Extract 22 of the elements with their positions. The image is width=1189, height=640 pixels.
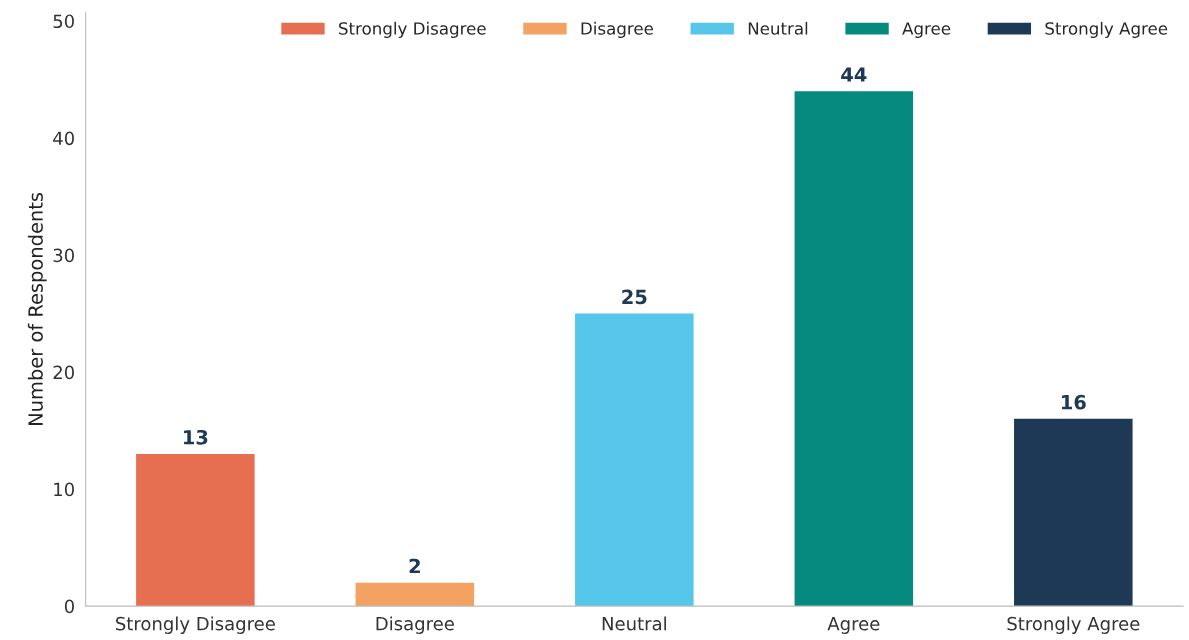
y-tick-label: 30 <box>53 248 74 263</box>
x-tick-label: Neutral <box>602 616 666 631</box>
legend-label: Strongly Agree <box>1045 21 1168 38</box>
legend-label: Strongly Disagree <box>339 21 486 38</box>
x-tick-label: Strongly Disagree <box>116 616 275 634</box>
y-tick-label: 10 <box>54 482 74 497</box>
data-label: 2 <box>409 558 420 574</box>
data-label: 16 <box>1061 394 1086 410</box>
y-axis-title: Number of Respondents <box>27 192 47 425</box>
x-tick-label: Agree <box>827 617 880 634</box>
y-tick-label: 0 <box>64 599 74 614</box>
legend-label: Agree <box>902 22 951 38</box>
legend-label: Neutral <box>748 21 808 35</box>
data-label: 44 <box>841 67 867 82</box>
y-tick-label: 50 <box>53 14 74 29</box>
data-label: 13 <box>184 429 208 445</box>
data-label: 25 <box>622 289 647 305</box>
y-tick-label: 20 <box>53 365 74 380</box>
y-tick-label: 40 <box>53 131 74 146</box>
x-tick-label: Strongly Agree <box>1007 616 1140 634</box>
legend-label: Disagree <box>581 21 653 38</box>
x-tick-label: Disagree <box>376 616 454 634</box>
